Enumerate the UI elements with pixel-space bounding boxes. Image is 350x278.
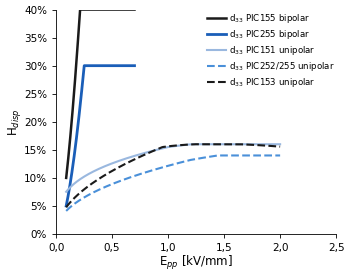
d$_{33}$ PIC252/255 unipolar (134, 174, 138, 177)
d$_{33}$ PIC252/255 unipolar (278, 154, 282, 157)
X-axis label: E$_{pp}$ [kV/mm]: E$_{pp}$ [kV/mm] (159, 254, 233, 272)
d$_{33}$ PIC151 unipolar (278, 143, 282, 146)
d$_{33}$ PIC153 unipolar (149, 150, 153, 154)
d$_{33}$ PIC151 unipolar (90, 171, 94, 174)
Legend: d$_{33}$ PIC155 bipolar, d$_{33}$ PIC255 bipolar, d$_{33}$ PIC151 unipolar, d$_{: d$_{33}$ PIC155 bipolar, d$_{33}$ PIC255… (203, 8, 338, 92)
d$_{33}$ PIC151 unipolar (220, 143, 224, 146)
d$_{33}$ PIC155 bipolar (105, 8, 109, 11)
Line: d$_{33}$ PIC155 bipolar: d$_{33}$ PIC155 bipolar (66, 9, 134, 178)
d$_{33}$ PIC153 unipolar (220, 143, 224, 146)
d$_{33}$ PIC255 bipolar (106, 64, 110, 67)
Line: d$_{33}$ PIC153 unipolar: d$_{33}$ PIC153 unipolar (66, 144, 280, 207)
d$_{33}$ PIC155 bipolar (106, 8, 110, 11)
d$_{33}$ PIC255 bipolar (122, 64, 126, 67)
d$_{33}$ PIC151 unipolar (149, 150, 153, 153)
d$_{33}$ PIC255 bipolar (132, 64, 137, 67)
Line: d$_{33}$ PIC252/255 unipolar: d$_{33}$ PIC252/255 unipolar (66, 155, 280, 211)
d$_{33}$ PIC252/255 unipolar (149, 169, 153, 172)
d$_{33}$ PIC155 bipolar (78, 8, 82, 11)
d$_{33}$ PIC155 bipolar (64, 174, 69, 178)
d$_{33}$ PIC252/255 unipolar (216, 154, 220, 157)
d$_{33}$ PIC151 unipolar (64, 190, 68, 193)
d$_{33}$ PIC255 bipolar (64, 203, 69, 207)
d$_{33}$ PIC252/255 unipolar (220, 154, 224, 157)
d$_{33}$ PIC151 unipolar (199, 143, 203, 146)
d$_{33}$ PIC252/255 unipolar (219, 154, 223, 157)
d$_{33}$ PIC151 unipolar (190, 143, 194, 146)
d$_{33}$ PIC153 unipolar (219, 143, 223, 146)
d$_{33}$ PIC153 unipolar (90, 182, 94, 185)
d$_{33}$ PIC255 bipolar (105, 64, 109, 67)
d$_{33}$ PIC155 bipolar (126, 8, 131, 11)
d$_{33}$ PIC252/255 unipolar (199, 157, 203, 160)
d$_{33}$ PIC155 bipolar (105, 8, 109, 11)
d$_{33}$ PIC255 bipolar (64, 204, 68, 208)
Y-axis label: H$_{disp}$: H$_{disp}$ (6, 108, 22, 136)
d$_{33}$ PIC255 bipolar (105, 64, 109, 67)
d$_{33}$ PIC252/255 unipolar (90, 192, 94, 195)
d$_{33}$ PIC155 bipolar (64, 176, 68, 180)
d$_{33}$ PIC252/255 unipolar (64, 209, 68, 213)
d$_{33}$ PIC255 bipolar (126, 64, 131, 67)
d$_{33}$ PIC153 unipolar (199, 143, 203, 146)
Line: d$_{33}$ PIC151 unipolar: d$_{33}$ PIC151 unipolar (66, 144, 280, 192)
d$_{33}$ PIC155 bipolar (122, 8, 126, 11)
d$_{33}$ PIC153 unipolar (278, 145, 282, 148)
d$_{33}$ PIC151 unipolar (134, 154, 138, 157)
d$_{33}$ PIC155 bipolar (132, 8, 137, 11)
d$_{33}$ PIC151 unipolar (219, 143, 223, 146)
d$_{33}$ PIC255 bipolar (82, 64, 86, 67)
d$_{33}$ PIC153 unipolar (134, 157, 138, 160)
Line: d$_{33}$ PIC255 bipolar: d$_{33}$ PIC255 bipolar (66, 66, 134, 206)
d$_{33}$ PIC153 unipolar (64, 206, 68, 209)
d$_{33}$ PIC153 unipolar (193, 143, 197, 146)
